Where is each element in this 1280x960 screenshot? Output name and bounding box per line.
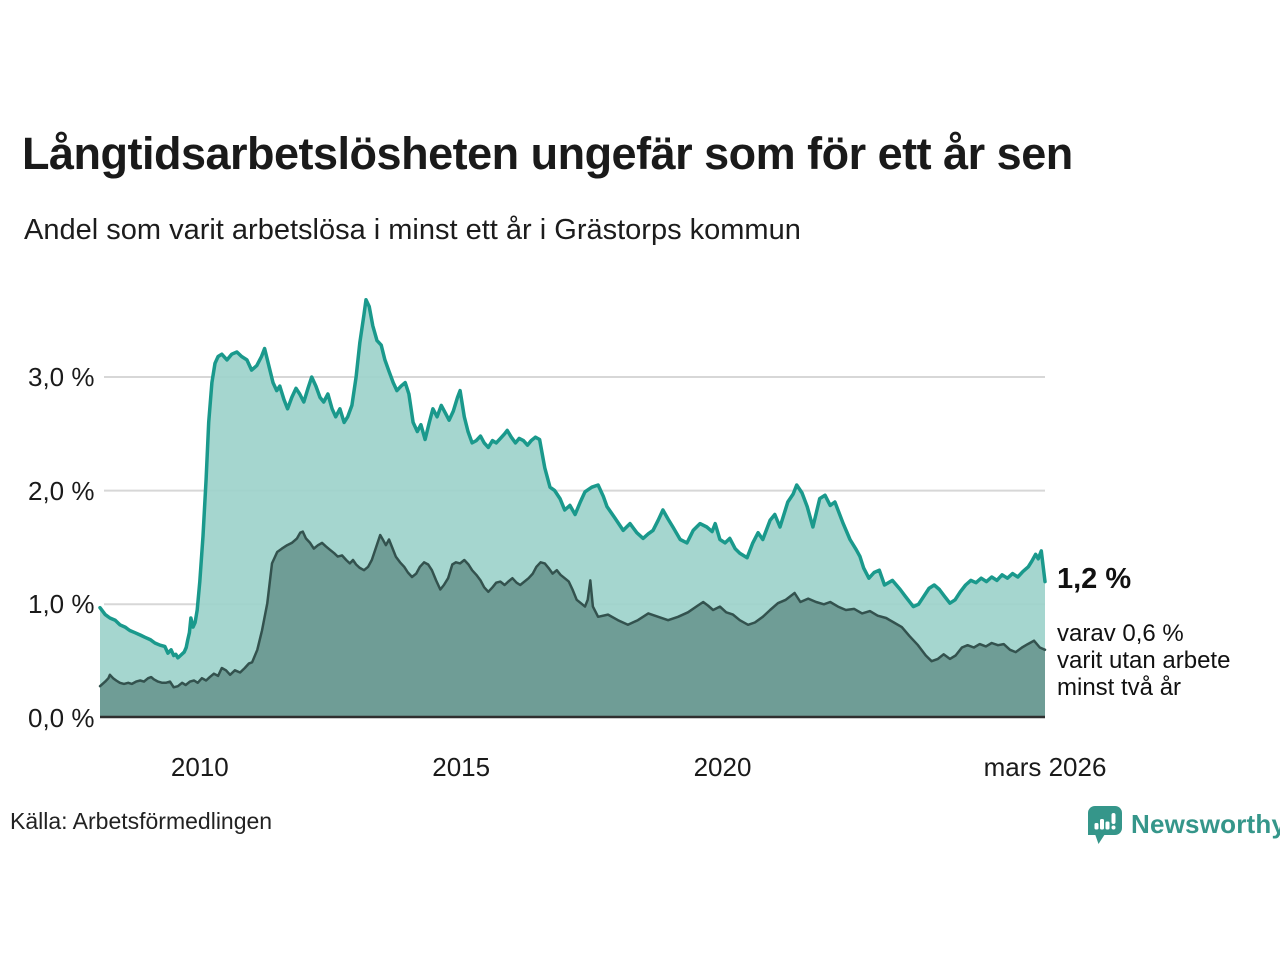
two-year-note: varav 0,6 % varit utan arbete minst två … — [1057, 620, 1231, 701]
minst-tva-ar-area — [100, 531, 1045, 718]
minst-tva-ar-line — [98, 530, 1047, 689]
newsworthy-wordmark: Newsworthy — [1131, 809, 1280, 839]
plot-canvas — [98, 297, 1047, 719]
x-tick-label: 2015 — [432, 752, 491, 782]
y-tick-label: 0,0 % — [28, 703, 95, 733]
chart-subtitle: Andel som varit arbetslösa i minst ett å… — [24, 214, 801, 246]
y-tick-label: 3,0 % — [28, 361, 95, 392]
source-label: Källa: Arbetsförmedlingen — [10, 808, 273, 834]
x-tick-label: mars 2026 — [983, 752, 1107, 782]
latest-value-label: 1,2 % — [1057, 563, 1132, 595]
chart-title: Långtidsarbetslösheten ungefär som för e… — [22, 128, 1073, 179]
newsworthy-icon — [1088, 806, 1122, 844]
x-tick-label: 2020 — [693, 752, 752, 782]
minst-ett-ar-line — [98, 297, 1047, 660]
area-chart — [98, 290, 1047, 719]
y-tick-label: 1,0 % — [28, 589, 95, 620]
x-tick-label: 2010 — [170, 752, 229, 782]
newsworthy-logo: Newsworthy — [1088, 806, 1280, 844]
y-tick-label: 2,0 % — [28, 475, 95, 506]
